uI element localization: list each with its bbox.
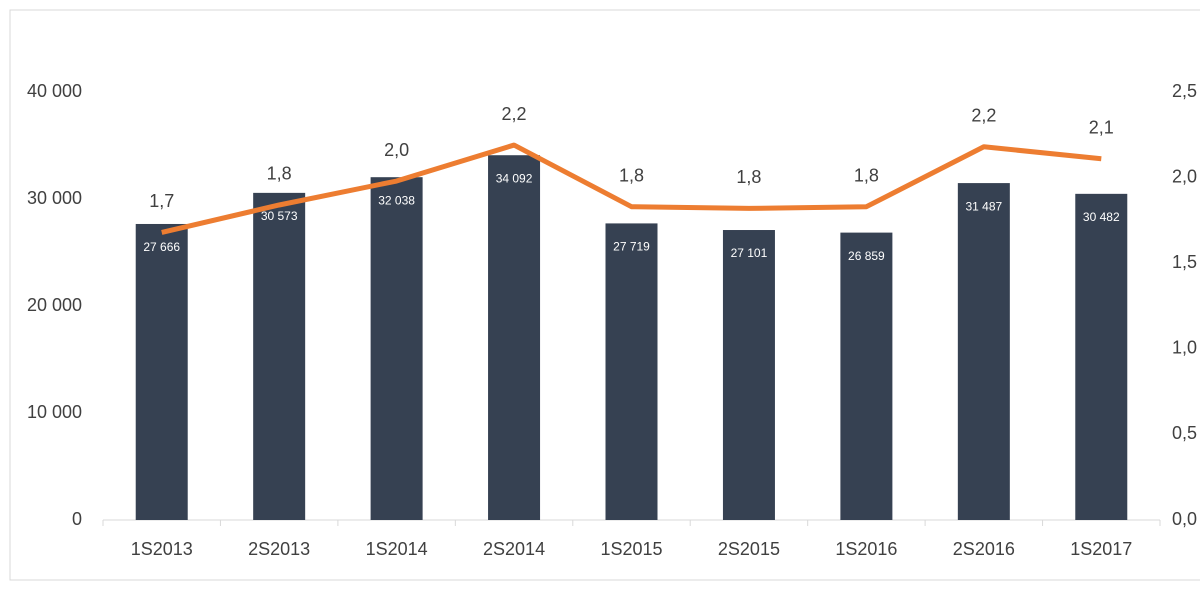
bar-value-label: 27 101 (731, 246, 768, 260)
bar-value-label: 26 859 (848, 249, 885, 263)
bar-value-label: 27 666 (143, 240, 180, 254)
y2-tick-label: 0,0 (1172, 509, 1197, 529)
line-value-label: 1,8 (619, 165, 644, 185)
x-tick-label: 2S2016 (953, 539, 1015, 559)
bar (370, 177, 423, 520)
y2-tick-label: 1,5 (1172, 252, 1197, 272)
line-value-label: 1,8 (854, 165, 879, 185)
bar (722, 230, 775, 521)
bar (605, 223, 658, 521)
line-value-label: 1,8 (267, 164, 292, 184)
line-value-label: 2,1 (1089, 118, 1114, 138)
x-tick-label: 1S2014 (366, 539, 428, 559)
bar (488, 155, 541, 520)
line-value-label: 2,2 (502, 104, 527, 124)
bar (253, 192, 306, 520)
chart-frame (9, 9, 1200, 581)
bar-value-label: 30 482 (1083, 210, 1120, 224)
line-value-label: 1,7 (149, 191, 174, 211)
x-tick-label: 1S2016 (835, 539, 897, 559)
x-tick-label: 2S2015 (718, 539, 780, 559)
line-value-label: 1,8 (736, 167, 761, 187)
x-tick-label: 2S2014 (483, 539, 545, 559)
line-value-label: 2,2 (971, 106, 996, 126)
y-tick-label: 10 000 (27, 402, 82, 422)
bar-value-label: 31 487 (965, 199, 1002, 213)
y2-tick-label: 2,5 (1172, 81, 1197, 101)
line-value-label: 2,0 (384, 140, 409, 160)
bar-value-label: 32 038 (378, 193, 415, 207)
x-tick-label: 1S2015 (600, 539, 662, 559)
bar-value-label: 30 573 (261, 209, 298, 223)
bar-value-label: 27 719 (613, 240, 650, 254)
y2-tick-label: 0,5 (1172, 423, 1197, 443)
bar (957, 183, 1010, 520)
y-tick-label: 40 000 (27, 81, 82, 101)
x-tick-label: 1S2013 (131, 539, 193, 559)
y-tick-label: 20 000 (27, 295, 82, 315)
bar (840, 232, 893, 520)
bar (1075, 193, 1128, 521)
line (161, 142, 1102, 235)
bar (135, 223, 188, 520)
x-tick-label: 2S2013 (248, 539, 310, 559)
y-tick-label: 0 (72, 509, 82, 529)
y2-tick-label: 1,0 (1172, 338, 1197, 358)
y-tick-label: 30 000 (27, 188, 82, 208)
x-tick-label: 1S2017 (1070, 539, 1132, 559)
y2-tick-label: 2,0 (1172, 166, 1197, 186)
bar-value-label: 34 092 (496, 171, 533, 185)
